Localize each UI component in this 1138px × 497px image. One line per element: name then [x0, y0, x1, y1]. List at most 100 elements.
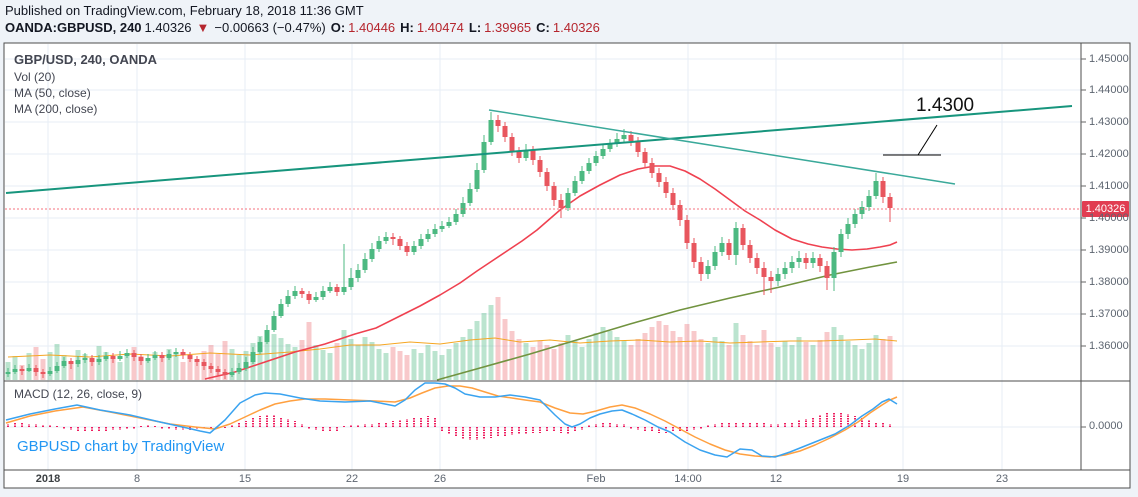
ma50-line	[204, 165, 898, 380]
ma200-line	[436, 261, 898, 381]
volume-bar	[649, 327, 655, 380]
volume-bar	[551, 349, 557, 380]
candlestick	[418, 239, 424, 246]
volume-bar	[530, 347, 536, 380]
candlestick	[691, 243, 697, 262]
volume-bar	[159, 358, 165, 380]
volume-bar	[761, 330, 767, 380]
macd-signal-line	[5, 385, 898, 458]
volume-bar	[775, 347, 781, 380]
volume-bar	[110, 358, 116, 380]
volume-bar	[138, 356, 144, 380]
candlestick	[607, 144, 613, 149]
candlestick	[194, 359, 200, 362]
volume-bar	[411, 349, 417, 380]
volume-bar	[229, 349, 235, 380]
legend-ma200-study[interactable]: MA (200, close)	[14, 102, 98, 116]
volume-bar	[439, 355, 445, 380]
time-tick-label: 23	[995, 473, 1009, 485]
candlestick	[796, 258, 802, 262]
candlestick	[719, 243, 725, 252]
candlestick	[236, 368, 242, 372]
price-tick-label: 1.43000	[1089, 116, 1129, 128]
volume-bar	[390, 347, 396, 380]
price-tick-label: 1.40000	[1089, 212, 1129, 224]
candlestick	[740, 228, 746, 245]
volume-bar	[285, 344, 291, 380]
volume-bar	[600, 327, 606, 380]
volume-bar	[425, 345, 431, 380]
tradingview-watermark-link[interactable]: GBPUSD chart by TradingView	[17, 438, 225, 455]
volume-bar	[670, 331, 676, 380]
candlestick	[845, 224, 851, 234]
legend-symbol-title[interactable]: GBP/USD, 240, OANDA	[14, 52, 158, 67]
volume-bar	[418, 353, 424, 380]
time-tick-label: Feb	[586, 473, 606, 485]
quote-part-11: 1.40326	[552, 20, 600, 35]
volume-bar	[803, 342, 809, 380]
volume-bar	[810, 345, 816, 380]
volume-bar	[446, 349, 452, 380]
volume-bar	[208, 345, 214, 380]
candlestick	[355, 270, 361, 278]
volume-ma-line	[7, 337, 898, 358]
volume-bar	[537, 341, 543, 380]
candlestick	[159, 355, 165, 358]
volume-bar	[292, 347, 298, 380]
volume-bar	[677, 337, 683, 380]
candlestick	[40, 372, 46, 374]
volume-bar	[740, 335, 746, 380]
candlestick	[495, 120, 501, 126]
candlestick	[19, 369, 25, 371]
volume-bar	[565, 335, 571, 380]
volume-bar	[733, 323, 739, 380]
candlestick	[516, 151, 522, 158]
price-tick-label: 1.39000	[1089, 244, 1129, 256]
published-line: Published on TradingView.com, February 1…	[5, 3, 364, 18]
volume-bar	[257, 336, 263, 380]
volume-bar	[768, 343, 774, 380]
candlestick	[173, 352, 179, 354]
volume-bar	[488, 305, 494, 380]
candlestick	[278, 304, 284, 316]
volume-bar	[621, 341, 627, 380]
candlestick	[61, 361, 67, 366]
candlestick	[243, 362, 249, 368]
volume-bar	[404, 355, 410, 380]
volume-bar	[376, 349, 382, 380]
candlestick	[754, 258, 760, 268]
volume-bar	[691, 331, 697, 380]
volume-bar	[544, 345, 550, 380]
price-level-annotation[interactable]: 1.4300	[916, 95, 975, 116]
macd-study-label[interactable]: MACD (12, 26, close, 9)	[14, 387, 143, 401]
legend-ma50-study[interactable]: MA (50, close)	[14, 86, 91, 100]
candlestick	[726, 243, 732, 255]
volume-bar	[684, 324, 690, 380]
quote-part-7: 1.40474	[416, 20, 464, 35]
volume-bar	[859, 349, 865, 380]
candlestick	[96, 359, 102, 362]
candlestick	[530, 150, 536, 160]
candlestick	[82, 358, 88, 360]
legend-volume-study[interactable]: Vol (20)	[14, 70, 56, 84]
volume-bar	[873, 335, 879, 380]
candlestick	[397, 239, 403, 246]
candlestick	[712, 252, 718, 266]
volume-bar	[117, 362, 123, 380]
candlestick	[628, 135, 634, 141]
candlestick	[166, 354, 172, 358]
candlestick	[831, 252, 837, 278]
candlestick	[586, 163, 592, 171]
volume-bar	[782, 341, 788, 380]
candlestick	[110, 356, 116, 359]
candlestick	[54, 366, 60, 371]
volume-bar	[635, 339, 641, 380]
quote-part-5: 1.40446	[348, 20, 396, 35]
time-tick-label: 8	[133, 473, 141, 485]
candlestick	[138, 357, 144, 361]
candlestick	[313, 297, 319, 300]
quote-part-2: ▼	[196, 20, 210, 35]
candlestick	[866, 196, 872, 207]
